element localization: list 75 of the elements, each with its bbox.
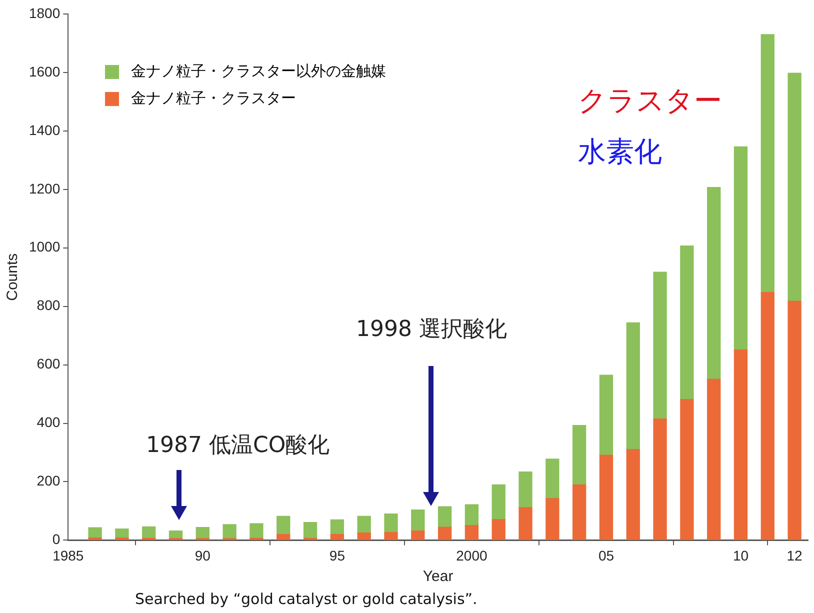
- bar: [492, 519, 506, 540]
- y-tick-label: 1000: [28, 238, 60, 255]
- bar: [734, 350, 748, 540]
- bar: [330, 519, 344, 535]
- bar: [438, 506, 452, 528]
- y-tick-label: 600: [36, 356, 60, 372]
- bar: [760, 292, 774, 540]
- y-tick-label: 1600: [28, 63, 60, 80]
- bar: [115, 538, 129, 540]
- bar: [384, 532, 398, 540]
- bar: [168, 530, 183, 539]
- x-tick-label: 12: [786, 547, 803, 564]
- annotation: 水素化: [578, 134, 662, 170]
- bar: [518, 507, 532, 540]
- y-tick-label: 400: [36, 414, 60, 430]
- x-tick-label: 1985: [52, 547, 84, 564]
- bar: [518, 471, 532, 508]
- bar: [250, 538, 264, 540]
- bar: [788, 300, 802, 540]
- bar: [357, 516, 371, 534]
- y-tick-label: 0: [52, 531, 60, 548]
- y-tick-label: 1400: [28, 122, 60, 138]
- bar: [384, 514, 398, 533]
- y-axis-title: Counts: [4, 253, 22, 301]
- bar: [626, 322, 640, 450]
- bar: [330, 534, 344, 540]
- bar: [88, 538, 102, 540]
- bar: [572, 484, 586, 540]
- annotation: 1987 低温CO酸化: [146, 432, 330, 460]
- bar: [250, 523, 264, 538]
- bar: [88, 527, 102, 538]
- bar: [142, 526, 156, 538]
- bar: [653, 418, 667, 540]
- bar: [707, 378, 721, 540]
- bar: [599, 374, 614, 456]
- bar: [411, 509, 425, 532]
- bar: [599, 454, 614, 540]
- y-tick-label: 1200: [28, 180, 60, 196]
- x-tick-label: 05: [598, 547, 614, 564]
- y-tick-label: 800: [36, 297, 60, 314]
- bar: [464, 524, 479, 540]
- bar: [464, 504, 479, 526]
- y-tick-label: 200: [36, 472, 60, 489]
- bar: [626, 448, 640, 540]
- bar: [546, 498, 560, 540]
- annotation: 1998 選択酸化: [356, 316, 507, 344]
- bar: [546, 458, 560, 499]
- x-axis-title: Year: [422, 568, 454, 586]
- bar: [357, 532, 371, 540]
- bar: [276, 516, 290, 535]
- bar: [303, 522, 318, 538]
- bar: [572, 424, 586, 485]
- bar: [492, 484, 506, 520]
- legend-label: 金ナノ粒子・クラスター: [131, 89, 296, 108]
- x-tick-label: 10: [732, 547, 749, 564]
- legend-label: 金ナノ粒子・クラスター以外の金触媒: [131, 62, 386, 81]
- x-tick-label: 90: [194, 547, 211, 564]
- bar: [734, 146, 748, 350]
- bar: [760, 34, 774, 293]
- bar: [196, 527, 210, 539]
- bar: [680, 245, 694, 400]
- x-tick-label: 95: [329, 547, 346, 564]
- x-tick-label: 2000: [456, 547, 488, 564]
- bar: [411, 530, 425, 540]
- bar: [115, 528, 129, 538]
- bar: [653, 272, 667, 420]
- y-tick-label: 1800: [28, 4, 60, 21]
- annotation: クラスター: [578, 83, 722, 119]
- text: Searched by “gold catalyst or gold catalysis”.: [135, 590, 478, 608]
- bar: [680, 398, 694, 540]
- bar: [276, 534, 290, 540]
- bar: [788, 72, 802, 302]
- bar: [438, 526, 452, 540]
- bar: [222, 524, 236, 539]
- bar: [707, 187, 721, 380]
